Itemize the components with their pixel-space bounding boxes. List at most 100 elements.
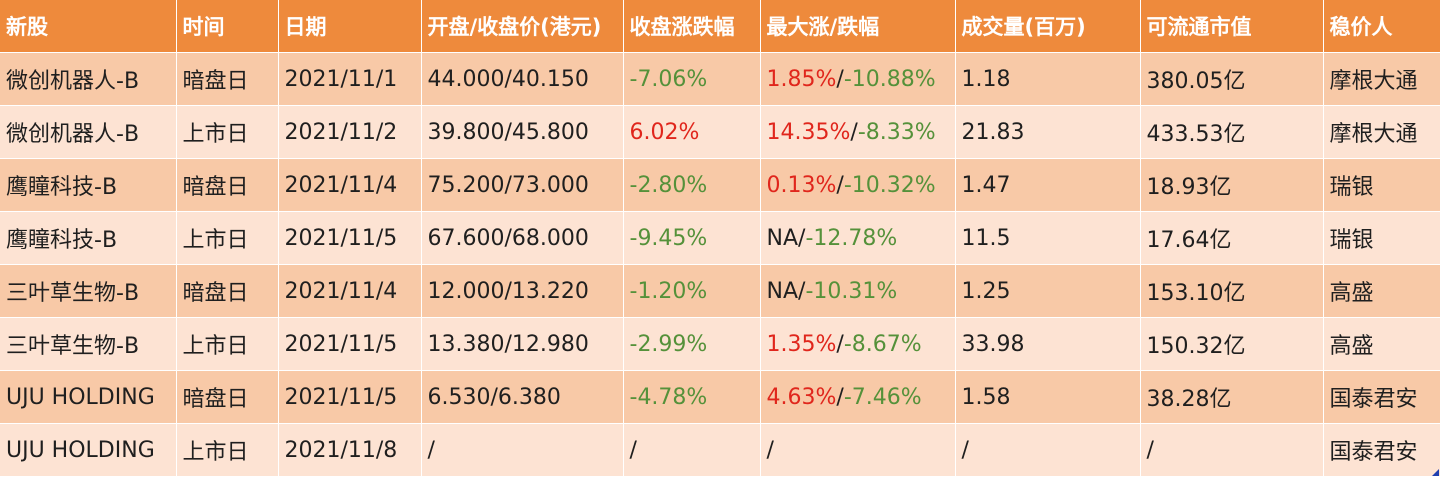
cell-prices: 6.530/6.380 xyxy=(421,370,624,424)
header-cell-market-cap: 可流通市值 xyxy=(1140,0,1324,53)
cell-stock-name: 三叶草生物-B xyxy=(0,264,177,318)
cell-market-cap: 150.32亿 xyxy=(1140,317,1324,371)
cell-max-change: / xyxy=(760,423,956,477)
cell-market-cap: / xyxy=(1140,423,1324,477)
table-row: 鹰瞳科技-B 暗盘日 2021/11/4 75.200/73.000 -2.80% 0.1… xyxy=(0,158,1440,212)
cell-close-change: / xyxy=(623,423,761,477)
cell-market-cap: 433.53亿 xyxy=(1140,105,1324,159)
max-up-value: 4.63% xyxy=(766,384,837,410)
cell-session: 暗盘日 xyxy=(176,52,279,106)
cell-max-change: NA/-10.31% xyxy=(760,264,956,318)
table-row: 鹰瞳科技-B 上市日 2021/11/5 67.600/68.000 -9.45% NA/… xyxy=(0,211,1440,265)
table-row: UJU HOLDING 暗盘日 2021/11/5 6.530/6.380 -4.78%… xyxy=(0,370,1440,424)
cell-volume: 21.83 xyxy=(955,105,1141,159)
cell-session: 暗盘日 xyxy=(176,264,279,318)
max-down-value: -8.33% xyxy=(857,119,936,145)
header-cell-stock: 新股 xyxy=(0,0,177,53)
cell-close-change: -2.80% xyxy=(623,158,761,212)
cell-session: 上市日 xyxy=(176,105,279,159)
cell-market-cap: 38.28亿 xyxy=(1140,370,1324,424)
cell-session: 上市日 xyxy=(176,423,279,477)
cell-market-cap: 380.05亿 xyxy=(1140,52,1324,106)
cell-date: 2021/11/2 xyxy=(278,105,422,159)
cell-stock-name: 微创机器人-B xyxy=(0,52,177,106)
header-cell-session: 时间 xyxy=(176,0,279,53)
cell-max-change: 0.13%/-10.32% xyxy=(760,158,956,212)
max-up-value: 14.35% xyxy=(766,119,851,145)
cell-date: 2021/11/1 xyxy=(278,52,422,106)
max-down-value: -7.46% xyxy=(843,384,922,410)
cell-stock-name: UJU HOLDING xyxy=(0,370,177,424)
cell-session: 上市日 xyxy=(176,317,279,371)
cell-stabilizer: 国泰君安 xyxy=(1323,423,1440,477)
max-down-value: -10.88% xyxy=(843,66,936,92)
cell-prices: 44.000/40.150 xyxy=(421,52,624,106)
cell-max-change: 1.35%/-8.67% xyxy=(760,317,956,371)
header-row: 新股 时间 日期 开盘/收盘价(港元) 收盘涨跌幅 最大涨/跌幅 成交量(百万)… xyxy=(0,0,1440,53)
cell-session: 上市日 xyxy=(176,211,279,265)
fill-handle-icon[interactable] xyxy=(1431,469,1439,476)
table-row: 三叶草生物-B 上市日 2021/11/5 13.380/12.980 -2.99% 1.… xyxy=(0,317,1440,371)
max-down-value: -10.31% xyxy=(805,278,898,304)
cell-market-cap: 18.93亿 xyxy=(1140,158,1324,212)
max-separator: / xyxy=(836,384,844,410)
cell-close-change: -1.20% xyxy=(623,264,761,318)
cell-volume: / xyxy=(955,423,1141,477)
cell-stock-name: 鹰瞳科技-B xyxy=(0,211,177,265)
cell-stabilizer: 高盛 xyxy=(1323,317,1440,371)
cell-date: 2021/11/5 xyxy=(278,370,422,424)
cell-volume: 1.58 xyxy=(955,370,1141,424)
cell-stabilizer: 高盛 xyxy=(1323,264,1440,318)
cell-close-change: 6.02% xyxy=(623,105,761,159)
max-separator: / xyxy=(798,278,806,304)
cell-date: 2021/11/8 xyxy=(278,423,422,477)
cell-stock-name: 微创机器人-B xyxy=(0,105,177,159)
cell-max-change: 4.63%/-7.46% xyxy=(760,370,956,424)
cell-prices: 12.000/13.220 xyxy=(421,264,624,318)
cell-close-change: -2.99% xyxy=(623,317,761,371)
header-cell-close-change: 收盘涨跌幅 xyxy=(623,0,761,53)
max-down-value: -12.78% xyxy=(805,225,898,251)
cell-volume: 1.18 xyxy=(955,52,1141,106)
max-up-value: 1.85% xyxy=(766,66,837,92)
cell-max-change: 14.35%/-8.33% xyxy=(760,105,956,159)
max-up-value: NA xyxy=(766,278,799,304)
max-separator: / xyxy=(836,172,844,198)
max-separator: / xyxy=(836,331,844,357)
cell-close-change: -4.78% xyxy=(623,370,761,424)
table-row: 微创机器人-B 暗盘日 2021/11/1 44.000/40.150 -7.06% 1.… xyxy=(0,52,1440,106)
cell-date: 2021/11/4 xyxy=(278,158,422,212)
cell-date: 2021/11/5 xyxy=(278,211,422,265)
cell-volume: 1.25 xyxy=(955,264,1141,318)
cell-close-change: -9.45% xyxy=(623,211,761,265)
max-separator: / xyxy=(798,225,806,251)
cell-market-cap: 153.10亿 xyxy=(1140,264,1324,318)
cell-prices: 67.600/68.000 xyxy=(421,211,624,265)
table-row: 微创机器人-B 上市日 2021/11/2 39.800/45.800 6.02% 14.… xyxy=(0,105,1440,159)
max-down-value: -8.67% xyxy=(843,331,922,357)
cell-prices: 39.800/45.800 xyxy=(421,105,624,159)
cell-stabilizer: 国泰君安 xyxy=(1323,370,1440,424)
table-row: UJU HOLDING 上市日 2021/11/8// / / / 国泰君安 xyxy=(0,423,1440,477)
cell-close-change: -7.06% xyxy=(623,52,761,106)
header-cell-max-change: 最大涨/跌幅 xyxy=(760,0,956,53)
cell-stock-name: 三叶草生物-B xyxy=(0,317,177,371)
cell-session: 暗盘日 xyxy=(176,370,279,424)
header-cell-volume: 成交量(百万) xyxy=(955,0,1141,53)
table-row: 三叶草生物-B 暗盘日 2021/11/4 12.000/13.220 -1.20% NA… xyxy=(0,264,1440,318)
cell-stock-name: UJU HOLDING xyxy=(0,423,177,477)
cell-session: 暗盘日 xyxy=(176,158,279,212)
cell-prices: 75.200/73.000 xyxy=(421,158,624,212)
cell-volume: 1.47 xyxy=(955,158,1141,212)
cell-date: 2021/11/4 xyxy=(278,264,422,318)
max-up-value: / xyxy=(766,437,774,463)
cell-max-change: 1.85%/-10.88% xyxy=(760,52,956,106)
max-separator: / xyxy=(850,119,858,145)
cell-prices: / xyxy=(421,423,624,477)
max-up-value: 0.13% xyxy=(766,172,837,198)
cell-stock-name: 鹰瞳科技-B xyxy=(0,158,177,212)
cell-stabilizer: 瑞银 xyxy=(1323,158,1440,212)
cell-stabilizer: 摩根大通 xyxy=(1323,105,1440,159)
header-cell-prices: 开盘/收盘价(港元) xyxy=(421,0,624,53)
